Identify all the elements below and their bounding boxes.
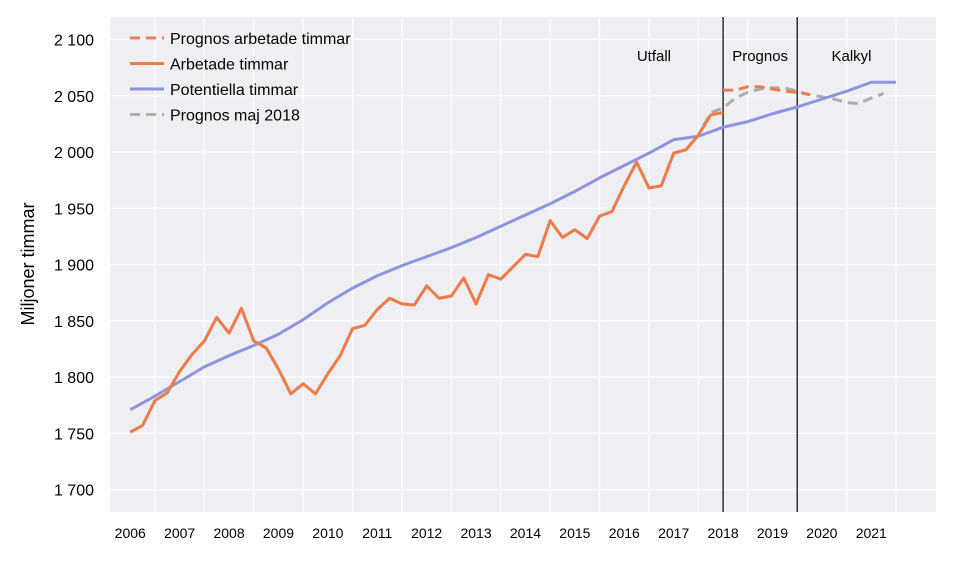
- y-tick-label: 2 100: [54, 33, 94, 50]
- x-axis-ticks: 2006 2007 2008 2009 2010 2011 2012 2013 2014 2015…: [115, 525, 887, 541]
- x-tick-label: 2013: [460, 525, 491, 541]
- legend-label: Prognos arbetade timmar: [170, 31, 351, 48]
- forecast-dividers: [722, 17, 798, 512]
- y-tick-label: 1 750: [54, 426, 94, 443]
- x-tick-label: 2009: [263, 525, 294, 541]
- series-lines: [129, 80, 896, 434]
- legend: Prognos arbetade timmar Arbetade timmar Po…: [130, 31, 351, 125]
- x-tick-label: 2014: [510, 525, 541, 541]
- x-tick-label: 2016: [609, 525, 640, 541]
- y-tick-label: 2 050: [54, 89, 94, 106]
- series-line: [723, 85, 810, 97]
- y-axis-ticks: 1 700 1 750 1 800 1 850 1 900 1 950 2 000 2 050…: [54, 33, 94, 500]
- x-tick-label: 2007: [164, 525, 195, 541]
- x-tick-label: 2020: [806, 525, 837, 541]
- y-tick-label: 1 900: [54, 258, 94, 275]
- region-labels: Utfall Prognos Kalkyl: [637, 48, 872, 65]
- y-tick-label: 1 950: [54, 201, 94, 218]
- y-tick-label: 1 800: [54, 370, 94, 387]
- legend-label: Prognos maj 2018: [170, 108, 300, 125]
- x-tick-label: 2021: [856, 525, 887, 541]
- x-tick-label: 2010: [312, 525, 343, 541]
- y-tick-label: 1 850: [54, 314, 94, 331]
- legend-label: Arbetade timmar: [170, 57, 289, 74]
- x-tick-label: 2011: [362, 525, 392, 541]
- y-tick-label: 1 700: [54, 483, 94, 500]
- region-label: Prognos: [732, 48, 788, 65]
- series-line: [129, 80, 896, 411]
- x-tick-label: 2017: [658, 525, 689, 541]
- region-label: Kalkyl: [832, 48, 872, 65]
- x-tick-label: 2012: [411, 525, 442, 541]
- x-tick-label: 2018: [707, 525, 738, 541]
- y-axis-label: Miljoner timmar: [18, 202, 38, 325]
- x-tick-label: 2008: [213, 525, 244, 541]
- x-tick-label: 2019: [757, 525, 788, 541]
- legend-label: Potentiella timmar: [170, 82, 299, 99]
- series-line: [129, 111, 724, 434]
- y-tick-label: 2 000: [54, 145, 94, 162]
- region-label: Utfall: [637, 48, 671, 65]
- x-tick-label: 2015: [559, 525, 590, 541]
- grid-lines: [104, 17, 936, 512]
- x-tick-label: 2006: [115, 525, 146, 541]
